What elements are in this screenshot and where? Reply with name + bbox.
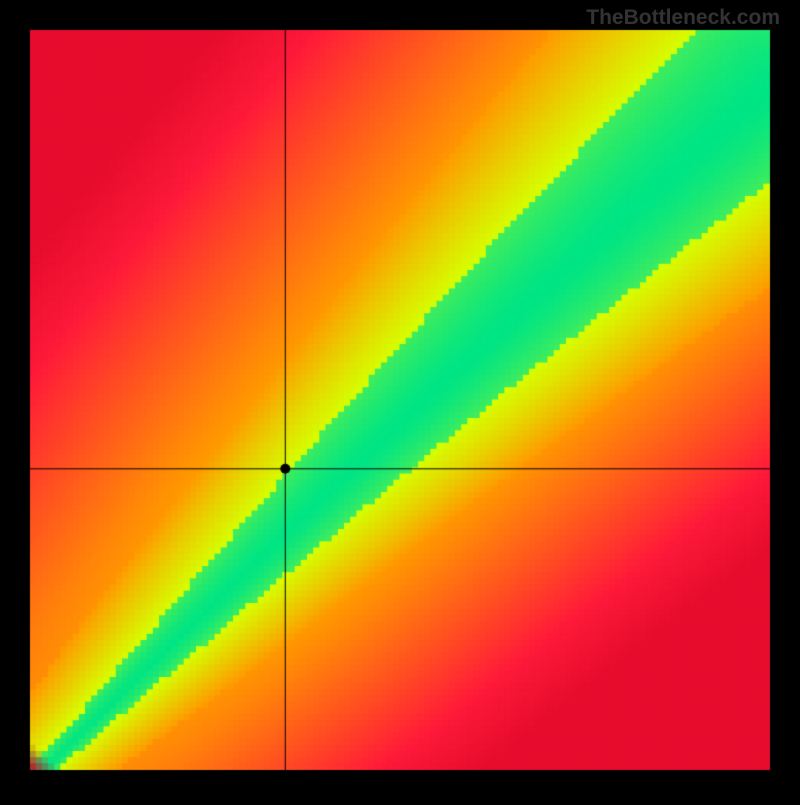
heatmap-canvas [0,0,800,800]
bottleneck-heatmap [0,0,800,800]
watermark-text: TheBottleneck.com [586,6,780,30]
